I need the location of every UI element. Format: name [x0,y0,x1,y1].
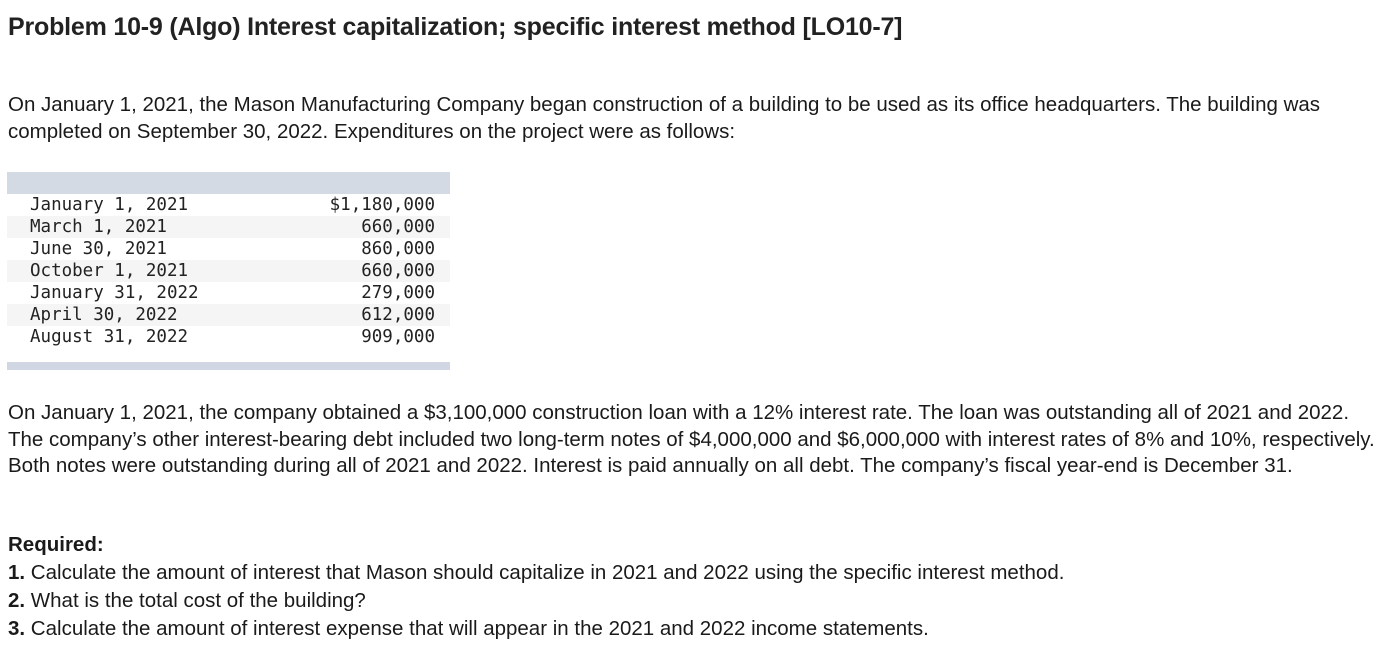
table-row: April 30, 2022 612,000 [7,304,450,326]
item-text: What is the total cost of the building? [25,589,366,612]
expenditure-amount: 909,000 [361,327,435,347]
expenditures-table: January 1, 2021 $1,180,000 March 1, 2021… [7,172,450,370]
table-row: January 31, 2022 279,000 [7,282,450,304]
expenditure-date: January 1, 2021 [30,195,189,215]
expenditure-amount: 612,000 [361,305,435,325]
required-item-2: 2. What is the total cost of the buildin… [8,587,1064,615]
required-item-3: 3. Calculate the amount of interest expe… [8,615,1064,643]
expenditure-date: January 31, 2022 [30,283,199,303]
required-label: Required: [8,533,104,556]
table-row: August 31, 2022 909,000 [7,326,450,348]
required-item-1: 1. Calculate the amount of interest that… [8,559,1064,587]
table-row: March 1, 2021 660,000 [7,216,450,238]
table-row: October 1, 2021 660,000 [7,260,450,282]
expenditure-amount: 660,000 [361,261,435,281]
table-footer-bar [7,362,450,370]
item-text: Calculate the amount of interest that Ma… [25,561,1065,584]
table-row: January 1, 2021 $1,180,000 [7,194,450,216]
expenditure-amount: $1,180,000 [329,195,435,215]
expenditure-amount: 860,000 [361,239,435,259]
table-body: January 1, 2021 $1,180,000 March 1, 2021… [7,194,450,348]
item-number: 1. [8,561,26,584]
table-header-bar [7,172,450,194]
intro-paragraph: On January 1, 2021, the Mason Manufactur… [8,93,1321,143]
loan-info-paragraph: On January 1, 2021, the company obtained… [8,401,1375,477]
item-number: 3. [8,617,26,640]
expenditure-date: August 31, 2022 [30,327,189,347]
expenditure-date: March 1, 2021 [30,217,167,237]
item-text: Calculate the amount of interest expense… [25,617,929,640]
problem-title: Problem 10-9 (Algo) Interest capitalizat… [8,13,903,41]
expenditure-amount: 660,000 [361,217,435,237]
expenditure-date: April 30, 2022 [30,305,178,325]
required-section: Required: 1. Calculate the amount of int… [8,531,1064,643]
item-number: 2. [8,589,26,612]
table-row: June 30, 2021 860,000 [7,238,450,260]
expenditure-date: June 30, 2021 [30,239,167,259]
expenditure-amount: 279,000 [361,283,435,303]
expenditure-date: October 1, 2021 [30,261,189,281]
